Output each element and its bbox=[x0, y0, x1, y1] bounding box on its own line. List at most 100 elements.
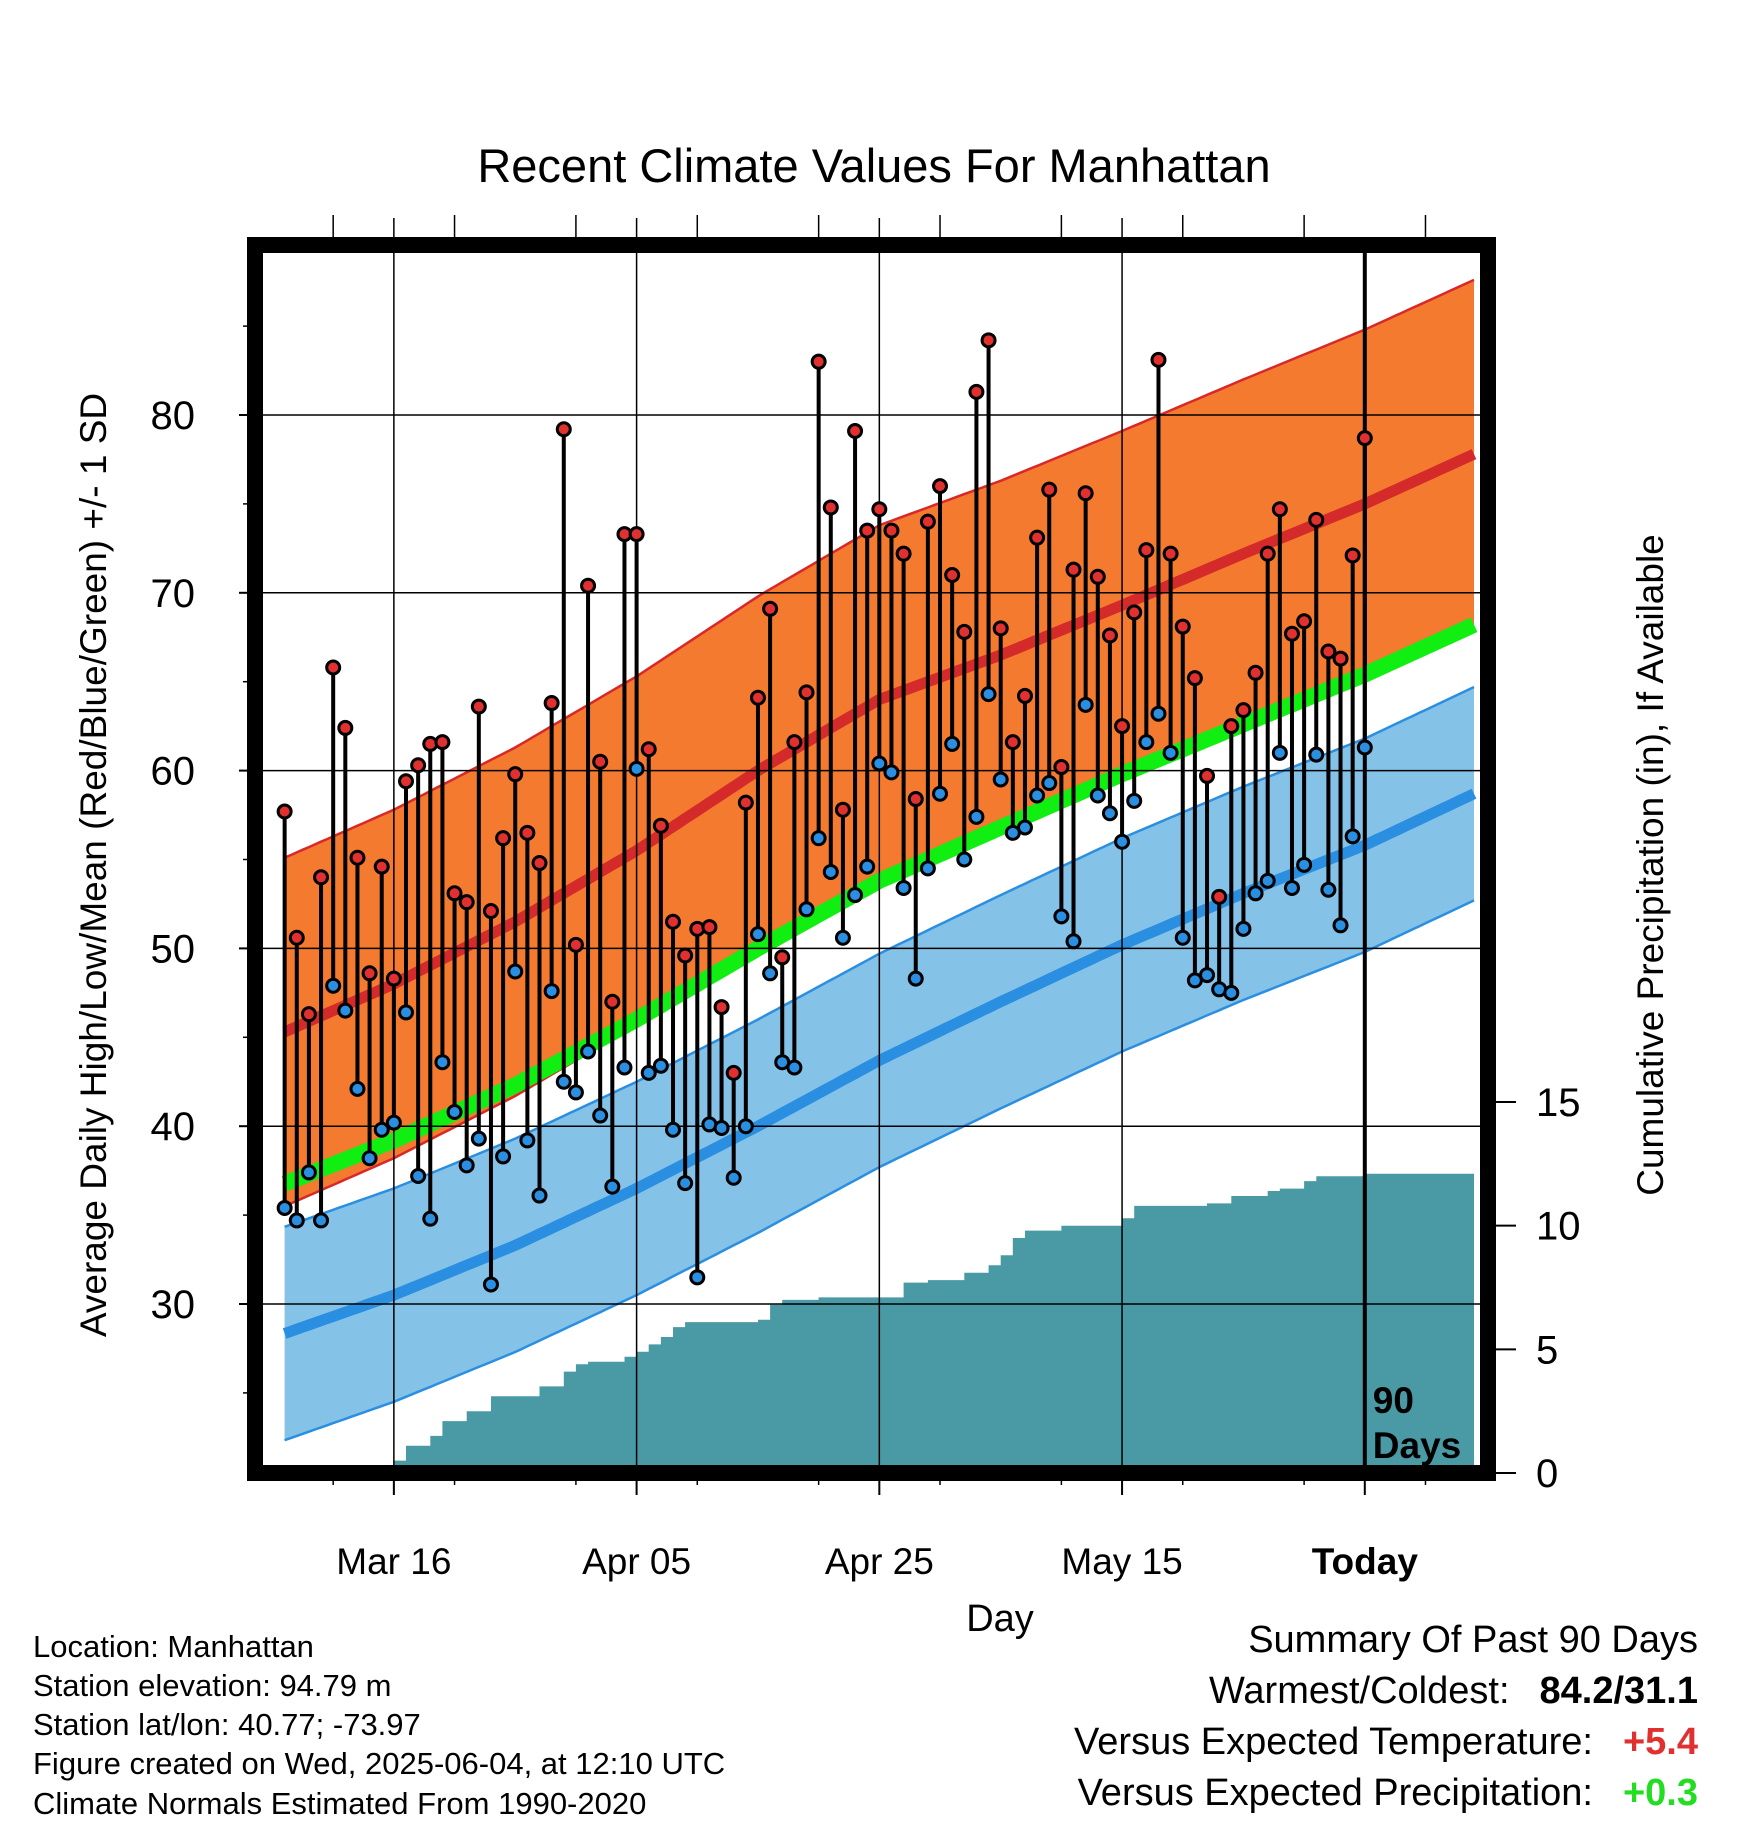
high-temp-point bbox=[822, 499, 839, 516]
low-temp-point bbox=[543, 983, 560, 1000]
high-temp-point bbox=[313, 869, 330, 886]
low-temp-point bbox=[944, 735, 961, 752]
high-temp-point bbox=[276, 803, 293, 820]
high-temp-point bbox=[1199, 767, 1216, 784]
low-temp-point bbox=[1077, 696, 1094, 713]
high-temp-point bbox=[434, 734, 451, 751]
high-temp-point bbox=[944, 567, 961, 584]
high-temp-point bbox=[1283, 625, 1300, 642]
low-temp-point bbox=[665, 1121, 682, 1138]
y-tick-label: 30 bbox=[151, 1283, 196, 1327]
high-temp-point bbox=[567, 936, 584, 953]
low-temp-point bbox=[422, 1210, 439, 1227]
info-elevation: Station elevation: 94.79 m bbox=[33, 1668, 392, 1703]
y-tick-label: 80 bbox=[151, 394, 196, 438]
y-tick-label: 50 bbox=[151, 927, 196, 971]
low-temp-point bbox=[1308, 746, 1325, 763]
high-temp-point bbox=[398, 773, 415, 790]
low-temp-point bbox=[434, 1054, 451, 1071]
high-temp-point bbox=[956, 623, 973, 640]
high-temp-point bbox=[907, 791, 924, 808]
low-temp-point bbox=[919, 860, 936, 877]
y-tick-label: 70 bbox=[151, 572, 196, 616]
low-temp-point bbox=[555, 1073, 572, 1090]
axes: 30 40 50 60 70 80 0 5 10 15 Mar 16 Apr 05 Apr 25 May … bbox=[73, 215, 1671, 1582]
high-temp-point bbox=[883, 522, 900, 539]
high-temp-point bbox=[1259, 545, 1276, 562]
high-temp-point bbox=[992, 620, 1009, 637]
high-temp-point bbox=[919, 513, 936, 530]
y2-tick-label: 0 bbox=[1536, 1452, 1558, 1496]
high-temp-point bbox=[373, 858, 390, 875]
high-temp-point bbox=[543, 695, 560, 712]
summary-precipitation: Versus Expected Precipitation: +0.3 bbox=[1077, 1772, 1698, 1814]
low-temp-point bbox=[616, 1059, 633, 1076]
low-temp-point bbox=[580, 1043, 597, 1060]
info-location: Location: Manhattan bbox=[33, 1629, 314, 1664]
high-temp-point bbox=[1332, 650, 1349, 667]
summary-warmest: Warmest/Coldest: 84.2/31.1 bbox=[1208, 1670, 1698, 1712]
low-temp-point bbox=[337, 1002, 354, 1019]
high-temp-point bbox=[1235, 702, 1252, 719]
high-temp-point bbox=[640, 741, 657, 758]
low-temp-point bbox=[1332, 917, 1349, 934]
high-temp-point bbox=[1247, 664, 1264, 681]
low-temp-point bbox=[313, 1212, 330, 1229]
low-temp-point bbox=[1247, 885, 1264, 902]
y2-tick-label: 15 bbox=[1536, 1081, 1581, 1125]
low-temp-point bbox=[398, 1004, 415, 1021]
low-temp-point bbox=[871, 755, 888, 772]
high-temp-point bbox=[349, 849, 366, 866]
info-created: Figure created on Wed, 2025-06-04, at 12… bbox=[33, 1746, 726, 1781]
low-temp-point bbox=[1101, 805, 1118, 822]
low-temp-point bbox=[288, 1212, 305, 1229]
low-temp-point bbox=[859, 858, 876, 875]
high-temp-point bbox=[847, 423, 864, 440]
low-temp-point bbox=[1053, 908, 1070, 925]
low-temp-point bbox=[628, 760, 645, 777]
low-temp-point bbox=[1065, 933, 1082, 950]
high-temp-point bbox=[519, 824, 536, 841]
high-temp-point bbox=[1065, 561, 1082, 578]
high-temp-point bbox=[762, 600, 779, 617]
y-axis-title: Average Daily High/Low/Mean (Red/Blue/Gr… bbox=[73, 393, 114, 1337]
high-temp-point bbox=[495, 830, 512, 847]
high-temp-point bbox=[1077, 485, 1094, 502]
high-temp-point bbox=[1320, 643, 1337, 660]
low-temp-point bbox=[446, 1103, 463, 1120]
chart-title: Recent Climate Values For Manhattan bbox=[477, 139, 1271, 192]
high-temp-point bbox=[932, 478, 949, 495]
precipitation-area-shape bbox=[272, 1173, 1474, 1473]
high-temp-point bbox=[628, 526, 645, 543]
info-normals: Climate Normals Estimated From 1990-2020 bbox=[33, 1786, 647, 1821]
low-temp-point bbox=[1029, 787, 1046, 804]
high-temp-point bbox=[361, 965, 378, 982]
precipitation-area bbox=[272, 1173, 1474, 1473]
high-temp-point bbox=[1162, 545, 1179, 562]
low-temp-point bbox=[1235, 920, 1252, 937]
summary-temperature: Versus Expected Temperature: +5.4 bbox=[1074, 1721, 1698, 1763]
high-temp-point bbox=[798, 684, 815, 701]
low-temp-point bbox=[980, 686, 997, 703]
low-temp-point bbox=[1114, 833, 1131, 850]
high-temp-point bbox=[1271, 501, 1288, 518]
y-tick-label: 40 bbox=[151, 1105, 196, 1149]
low-temp-point bbox=[1199, 967, 1216, 984]
high-temp-point bbox=[337, 719, 354, 736]
low-temp-point bbox=[713, 1119, 730, 1136]
high-temp-point bbox=[737, 794, 754, 811]
high-temp-point bbox=[1186, 670, 1203, 687]
low-temp-point bbox=[992, 771, 1009, 788]
low-temp-point bbox=[895, 879, 912, 896]
low-temp-point bbox=[519, 1132, 536, 1149]
y-tick-label: 60 bbox=[151, 750, 196, 794]
y2-tick-label: 5 bbox=[1536, 1328, 1558, 1372]
high-temp-point bbox=[604, 993, 621, 1010]
today-label-number: 90 bbox=[1373, 1380, 1414, 1421]
low-temp-point bbox=[1356, 739, 1373, 756]
high-temp-point bbox=[652, 817, 669, 834]
high-temp-point bbox=[980, 332, 997, 349]
high-temp-point bbox=[1053, 759, 1070, 776]
low-temp-point bbox=[482, 1276, 499, 1293]
low-temp-point bbox=[810, 830, 827, 847]
